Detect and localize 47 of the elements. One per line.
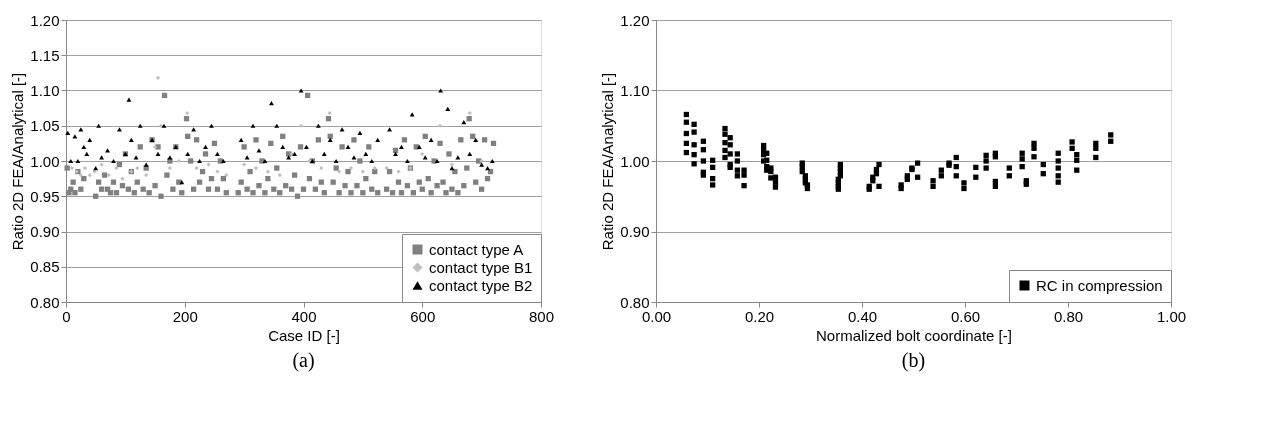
- x-tick-label: 200: [172, 307, 198, 325]
- y-tick-label: 0.95: [30, 187, 60, 205]
- x-tick-label: 0.60: [950, 307, 981, 325]
- point: [396, 169, 401, 174]
- y-tick-label: 0.85: [30, 258, 60, 276]
- point: [99, 162, 104, 167]
- y-tick-label: 1.05: [30, 117, 60, 135]
- x-tick-label: 0: [62, 307, 71, 325]
- x-tick-label: 800: [528, 307, 555, 325]
- y-tick-label: 1.00: [30, 152, 60, 170]
- point: [253, 165, 259, 171]
- y-axis-title: Ratio 2D FEA/Analytical [-]: [9, 72, 27, 251]
- y-tick-label: 0.80: [30, 293, 60, 311]
- x-tick-label: 0.40: [847, 307, 878, 325]
- legend-label: contact type B2: [429, 276, 533, 294]
- point: [185, 110, 190, 116]
- point: [167, 165, 173, 171]
- text: (a): [292, 349, 315, 372]
- legend-label: RC in compression: [1036, 276, 1163, 294]
- y-tick-label: 1.00: [620, 152, 650, 170]
- y-tick-label: 1.20: [620, 11, 650, 29]
- legend-label: contact type A: [429, 240, 524, 258]
- point: [348, 165, 354, 171]
- y-tick-label: 1.15: [30, 46, 60, 64]
- x-tick-label: 1.00: [1156, 307, 1187, 325]
- y-tick-label: 1.10: [620, 82, 650, 99]
- y-tick-label: 1.20: [30, 11, 60, 29]
- x-axis-title: Case ID [-]: [268, 326, 340, 344]
- point: [206, 162, 211, 167]
- text: (b): [901, 349, 926, 372]
- y-tick-label: 0.90: [30, 223, 60, 240]
- point: [92, 169, 97, 174]
- x-tick-label: 600: [410, 307, 436, 325]
- point: [69, 165, 75, 171]
- x-tick-label: 400: [291, 307, 317, 325]
- y-tick-label: 1.10: [30, 82, 60, 99]
- point: [215, 169, 220, 174]
- x-tick-label: 0.20: [744, 307, 775, 325]
- x-tick-label: 0.80: [1053, 307, 1084, 325]
- x-axis-title: Normalized bolt coordinate [-]: [816, 326, 1012, 344]
- y-axis-title: Ratio 2D FEA/Analytical [-]: [599, 72, 617, 251]
- point: [144, 172, 149, 178]
- point: [120, 176, 125, 181]
- legend-label: contact type B1: [429, 258, 533, 276]
- y-tick-label: 0.90: [620, 223, 650, 240]
- point: [78, 172, 83, 178]
- point: [82, 165, 88, 171]
